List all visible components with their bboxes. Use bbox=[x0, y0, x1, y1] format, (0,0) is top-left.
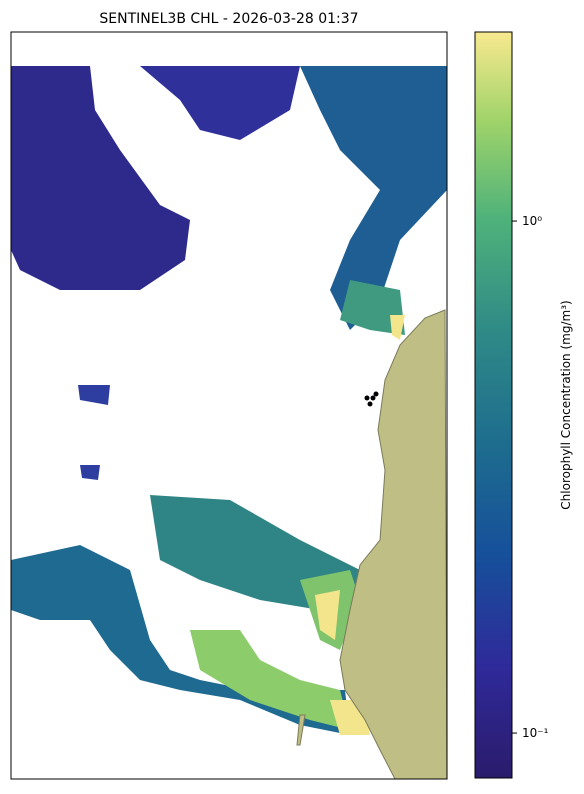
chl-patch bbox=[80, 465, 100, 480]
chl-patch bbox=[11, 545, 350, 735]
land bbox=[339, 309, 447, 779]
chl-patch bbox=[300, 66, 447, 330]
colorbar-label: Chlorophyll Concentration (mg/m³) bbox=[559, 300, 573, 509]
chl-patch bbox=[140, 66, 300, 140]
colorbar bbox=[474, 31, 513, 779]
colorbar-tick-label: 10⁰ bbox=[522, 214, 542, 228]
chl-patch bbox=[190, 630, 350, 730]
chl-patch bbox=[11, 66, 190, 290]
colorbar-tick-label: 10⁻¹ bbox=[522, 726, 549, 740]
chl-patch bbox=[78, 385, 110, 405]
site-marker bbox=[364, 395, 370, 401]
chl-patch bbox=[315, 590, 340, 640]
site-marker bbox=[373, 391, 379, 397]
land bbox=[296, 714, 306, 746]
map-frame bbox=[10, 31, 448, 780]
map-title: SENTINEL3B CHL - 2026-03-28 01:37 bbox=[99, 11, 358, 27]
site-marker bbox=[370, 395, 376, 401]
chl-patch bbox=[390, 315, 405, 340]
map-area bbox=[11, 66, 447, 779]
site-marker bbox=[367, 401, 373, 407]
chl-patch bbox=[340, 280, 405, 335]
